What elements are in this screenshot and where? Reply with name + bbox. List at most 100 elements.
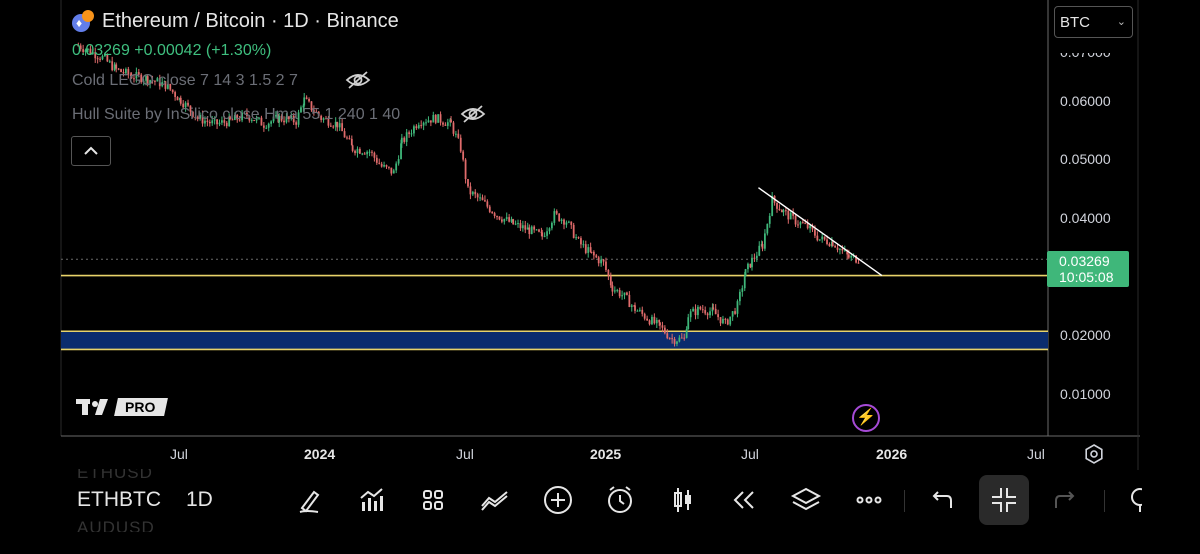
candle-body — [135, 72, 138, 79]
candle-body — [179, 97, 182, 104]
candle-body — [302, 105, 305, 108]
candle-body — [711, 307, 714, 312]
candle-body — [96, 58, 99, 60]
toolbar-divider — [904, 490, 905, 512]
last-price-label: 0.03269 10:05:08 — [1047, 251, 1129, 287]
candle-body — [741, 288, 744, 292]
layers-icon[interactable] — [788, 482, 824, 518]
candle-body — [303, 97, 306, 106]
candle-body — [776, 202, 778, 209]
candle-body — [380, 163, 383, 167]
brush-icon[interactable] — [292, 482, 328, 518]
add-icon[interactable] — [540, 482, 576, 518]
candle-body — [834, 246, 836, 248]
candle-body — [493, 213, 496, 217]
candle-body — [512, 219, 515, 225]
candle-body — [176, 96, 179, 101]
replay-icon[interactable] — [726, 482, 762, 518]
collapse-icon[interactable] — [979, 475, 1029, 525]
candle-body — [305, 97, 308, 99]
candle-body — [275, 115, 277, 117]
timeframe-button[interactable]: 1D — [186, 488, 213, 511]
candle-body — [789, 212, 792, 220]
candle-body — [481, 197, 484, 201]
more-icon[interactable] — [851, 482, 887, 518]
compare-icon[interactable] — [477, 482, 513, 518]
eye-off-icon[interactable] — [345, 70, 371, 90]
candle-body — [836, 247, 839, 250]
candle-body — [766, 223, 769, 234]
candle-body — [442, 122, 444, 125]
candle-body — [565, 222, 568, 225]
candle-body — [358, 148, 361, 154]
candle-body — [115, 64, 118, 69]
candle-body — [567, 221, 570, 223]
candle-body — [673, 338, 676, 344]
candle-body — [719, 317, 722, 324]
candle-body — [666, 333, 669, 339]
candle-body — [671, 338, 674, 340]
candle-body — [857, 262, 860, 264]
candle-body — [142, 80, 145, 83]
candle-body — [818, 239, 821, 241]
indicator-cold-lego[interactable]: Cold LEGO close 7 14 3 1.5 2 7 — [72, 72, 298, 89]
candle-body — [816, 235, 819, 241]
candle-body — [101, 55, 104, 60]
candle-body — [668, 338, 671, 340]
candle-body — [397, 159, 400, 164]
candle-body — [855, 255, 857, 263]
candle-body — [683, 337, 686, 339]
redo-icon[interactable] — [1048, 482, 1084, 518]
candle-body — [823, 236, 826, 240]
alarm-icon[interactable] — [602, 482, 638, 518]
candle-body — [343, 131, 346, 138]
candle-body — [797, 224, 799, 226]
candle-body — [432, 114, 435, 123]
candle-body — [809, 225, 811, 229]
currency-select[interactable]: BTC ⌄ — [1054, 6, 1133, 38]
candle-body — [643, 313, 646, 319]
lightning-icon[interactable]: ⚡ — [852, 404, 880, 432]
candle-body — [243, 112, 246, 114]
indicators-icon[interactable] — [353, 482, 389, 518]
candle-body — [469, 186, 472, 195]
candle-body — [145, 76, 147, 81]
undo-icon[interactable] — [923, 482, 959, 518]
candle-body — [196, 117, 199, 119]
collapse-indicators-button[interactable] — [71, 136, 111, 166]
candle-body — [621, 295, 623, 297]
indicator-hull-suite[interactable]: Hull Suite by InSilico close Hma 55 1 24… — [72, 106, 401, 123]
candle-body — [685, 329, 688, 338]
candle-body — [771, 195, 774, 216]
candle-body — [262, 125, 265, 128]
candle-body — [694, 308, 697, 316]
settings-icon[interactable] — [1084, 444, 1104, 464]
candle-body — [158, 78, 161, 87]
candle-body — [496, 216, 498, 218]
candle-body — [149, 80, 152, 84]
candle-body — [540, 231, 543, 233]
candle-body — [712, 307, 715, 309]
candle-body — [484, 200, 486, 202]
candle-body — [784, 210, 787, 212]
candle-body — [285, 116, 288, 123]
symbol-button[interactable]: ETHBTC — [77, 488, 161, 511]
candles-icon[interactable] — [665, 482, 701, 518]
candle-body — [82, 49, 85, 52]
candle-body — [551, 222, 553, 229]
candle-body — [753, 257, 756, 259]
candle-body — [584, 244, 587, 253]
eye-off-icon[interactable] — [460, 104, 486, 124]
candle-body — [580, 238, 582, 245]
grid-icon[interactable] — [415, 482, 451, 518]
candle-body — [336, 121, 339, 128]
pro-badge: PRO — [114, 398, 168, 416]
candle-body — [575, 237, 578, 239]
watchlist-icon[interactable] — [1122, 482, 1142, 518]
candle-body — [283, 120, 285, 123]
candle-body — [395, 163, 398, 171]
candle-body — [706, 313, 709, 316]
candle-body — [661, 325, 664, 328]
candle-body — [616, 290, 619, 292]
